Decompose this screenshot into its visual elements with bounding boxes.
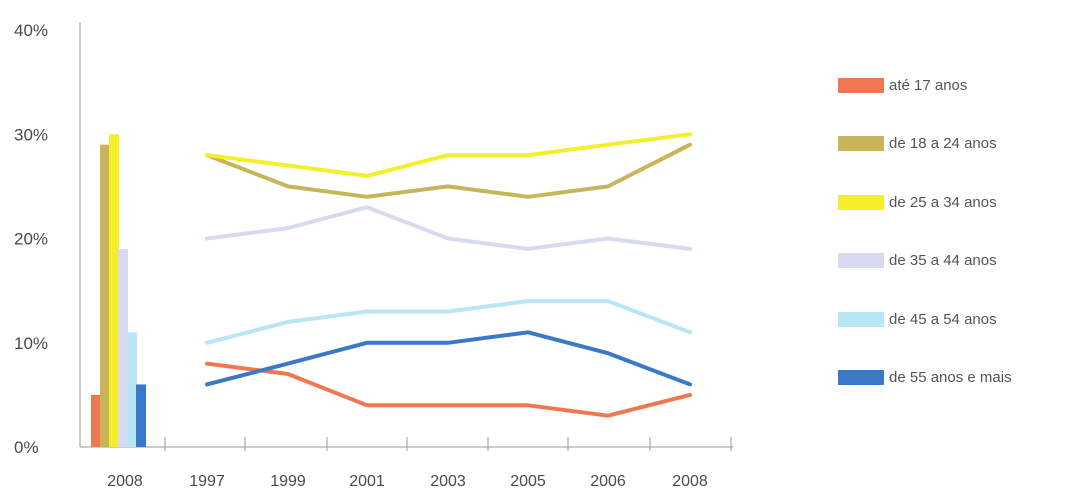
legend-item: de 45 a 54 anos — [838, 304, 1074, 334]
x-tick-label: 1997 — [189, 473, 225, 490]
legend-label: até 17 anos — [889, 76, 968, 94]
y-tick-label: 20% — [14, 230, 48, 249]
legend-item: de 35 a 44 anos — [838, 246, 1074, 276]
bar-de-35-a-44-anos — [118, 248, 128, 447]
legend-label: de 35 a 44 anos — [889, 252, 997, 269]
legend-swatch — [838, 311, 884, 327]
x-tick-label: 2005 — [510, 473, 546, 490]
x-tick-label-bar: 2008 — [107, 473, 143, 490]
line-de-45-a-54-anos — [205, 299, 692, 345]
legend-item: de 55 anos e mais — [838, 363, 1074, 393]
y-tick-label: 0% — [14, 438, 39, 457]
legend-label: de 45 a 54 anos — [889, 310, 997, 328]
legend-swatch — [838, 77, 884, 93]
x-tick-label: 1999 — [270, 473, 306, 490]
x-tick-label: 2006 — [590, 473, 626, 490]
bar-ate-17-anos — [91, 394, 101, 447]
line-de-55-anos-e-mais — [205, 330, 692, 387]
line-de-25-a-34-anos — [205, 132, 692, 178]
legend-swatch — [838, 253, 884, 268]
x-tick-label: 2003 — [430, 473, 466, 490]
line-de-35-a-44-anos — [205, 205, 692, 251]
legend-item: de 25 a 34 anos — [838, 187, 1074, 217]
legend-item: até 17 anos — [838, 70, 1074, 100]
legend-label: de 18 a 24 anos — [889, 135, 997, 152]
bar-de-55-anos-e-mais — [136, 384, 146, 447]
legend-label: de 25 a 34 anos — [889, 193, 997, 211]
legend-swatch — [838, 136, 884, 151]
legend-label: de 55 anos e mais — [889, 369, 1012, 386]
x-tick-label: 2008 — [672, 473, 708, 490]
bar-de-45-a-54-anos — [127, 332, 137, 447]
y-tick-label: 10% — [14, 334, 48, 353]
bar-de-18-a-24-anos — [100, 144, 110, 448]
legend-swatch — [838, 194, 884, 210]
line-ate-17-anos — [205, 361, 692, 418]
y-tick-label: 40% — [14, 21, 48, 40]
legend-swatch — [838, 370, 884, 385]
line-de-18-a-24-anos — [205, 142, 692, 199]
y-tick-label: 30% — [14, 125, 48, 144]
legend-item: de 18 a 24 anos — [838, 129, 1074, 159]
bar-de-25-a-34-anos — [109, 134, 119, 447]
x-tick-label: 2001 — [349, 473, 385, 490]
chart-legend: até 17 anos de 18 a 24 anos de 25 a 34 ano… — [838, 70, 1074, 421]
